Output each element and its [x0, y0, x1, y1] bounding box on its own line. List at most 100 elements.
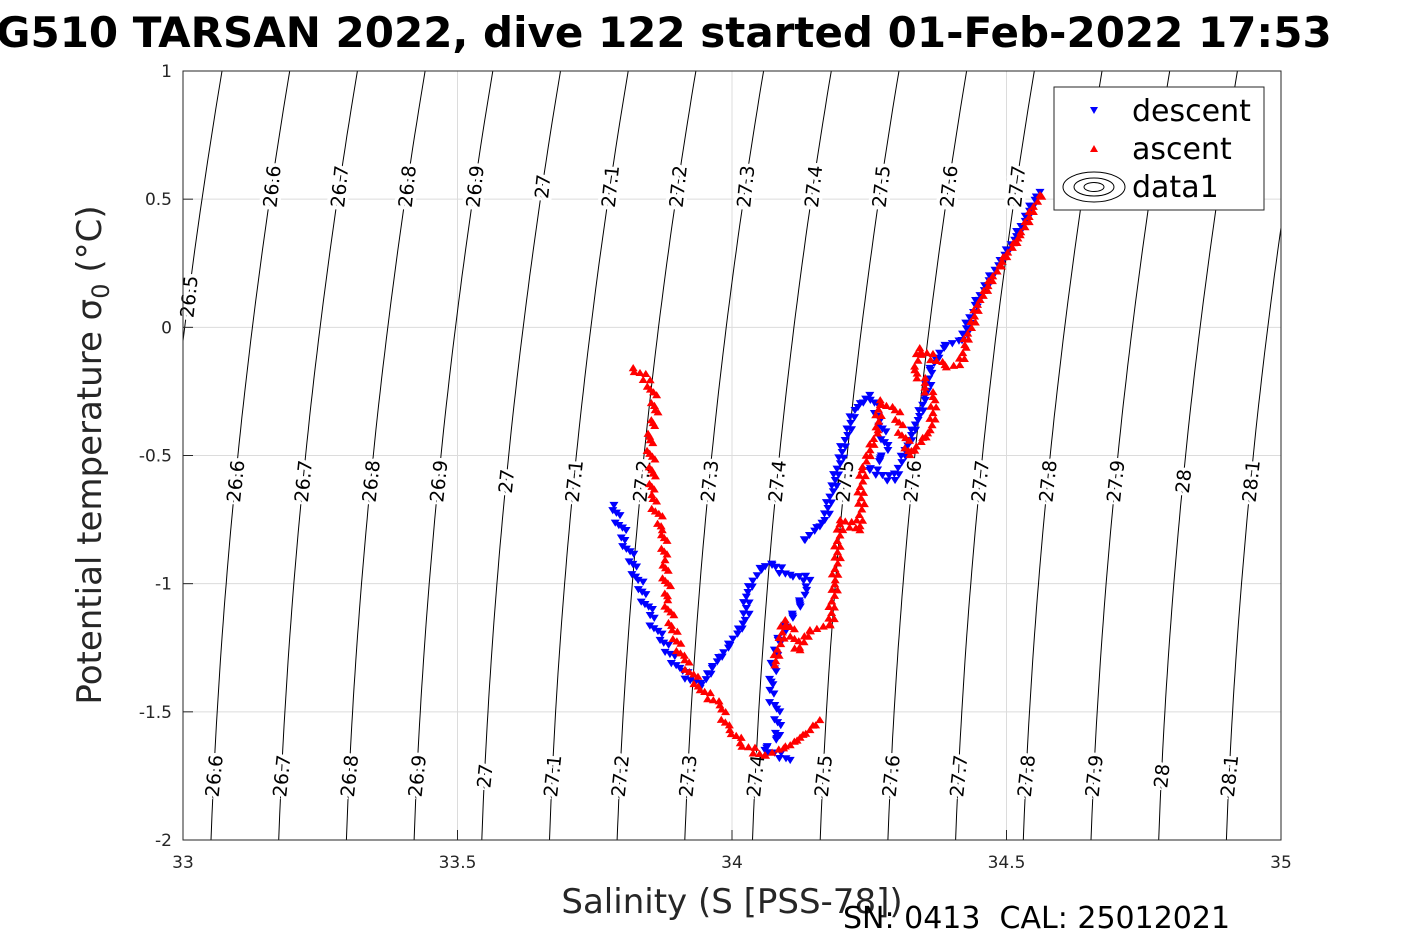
data-points [608, 188, 1047, 765]
descent-marker [827, 482, 837, 490]
descent-marker [882, 477, 892, 485]
descent-marker [702, 670, 712, 678]
descent-marker [961, 325, 971, 333]
isopycnal-label: 27.1 [540, 754, 566, 798]
ascent-marker [855, 482, 865, 490]
ascent-marker [714, 697, 724, 705]
isopycnal-line [684, 71, 765, 840]
ascent-marker [906, 446, 916, 455]
ascent-marker [649, 401, 659, 409]
descent-marker [647, 605, 657, 614]
descent-marker [788, 614, 798, 622]
descent-marker [914, 407, 924, 415]
ascent-marker [705, 688, 715, 697]
ascent-marker [805, 627, 815, 635]
descent-marker [897, 459, 907, 467]
ascent-marker [693, 672, 703, 680]
descent-marker [776, 722, 786, 730]
descent-marker [843, 431, 853, 440]
descent-marker [1001, 246, 1011, 254]
ascent-marker [830, 576, 840, 584]
ascent-marker [666, 581, 676, 590]
descent-marker [889, 470, 899, 478]
ascent-marker [770, 661, 780, 669]
ascent-marker [731, 731, 741, 739]
ascent-marker [960, 340, 970, 349]
isopycnal-label: 27.2 [666, 164, 692, 208]
ascent-marker [928, 392, 938, 400]
descent-marker [907, 431, 917, 440]
ascent-marker [920, 378, 930, 386]
ascent-marker [689, 679, 699, 688]
x-tick-label: 34.5 [988, 853, 1026, 873]
ascent-marker [650, 421, 660, 429]
ascent-marker [920, 383, 930, 391]
descent-marker [821, 499, 831, 507]
ascent-marker [979, 286, 989, 295]
ascent-marker [1003, 248, 1013, 256]
isopycnal-label: 27.9 [1082, 754, 1108, 798]
descent-marker [1012, 228, 1022, 236]
isopycnal-label: 27.6 [900, 459, 926, 503]
y-axis-label: Potential temperature σ0 (°C) [70, 205, 115, 704]
ascent-marker [861, 451, 871, 459]
ascent-marker [663, 566, 673, 574]
axis-ticks: 33 33.5 34 34.5 35 1 0.5 0 -0.5 -1 -1.5 -2 [139, 62, 1292, 873]
ascent-marker [970, 312, 980, 320]
ascent-marker [998, 253, 1008, 261]
descent-marker [728, 635, 738, 643]
ascent-marker [645, 432, 655, 440]
isopycnal-label: 26.9 [462, 164, 488, 208]
ascent-marker [679, 651, 689, 659]
ascent-marker [835, 520, 845, 528]
descent-marker [873, 466, 883, 474]
ascent-marker [720, 718, 730, 726]
descent-marker [741, 593, 751, 601]
isopycnal-label: 27.1 [562, 459, 588, 503]
ascent-marker [777, 628, 787, 636]
ascent-marker [913, 356, 923, 364]
isopycnal-label: 27.9 [1103, 459, 1129, 503]
descent-marker [881, 428, 891, 436]
y-axis-label-main: Potential temperature [70, 320, 110, 704]
ascent-marker [967, 323, 977, 332]
descent-marker [832, 465, 842, 473]
descent-marker [733, 630, 743, 638]
descent-marker [701, 676, 711, 684]
descent-marker [739, 599, 749, 607]
ascent-marker [798, 730, 808, 738]
ascent-marker [755, 749, 765, 758]
isopycnal-label: 26.8 [395, 164, 421, 208]
descent-marker [665, 650, 675, 659]
legend-data1-label: data1 [1132, 170, 1219, 205]
descent-marker [893, 464, 903, 473]
descent-marker [865, 391, 875, 400]
descent-marker [615, 512, 625, 520]
descent-marker [828, 488, 838, 496]
ascent-marker [774, 633, 784, 642]
ascent-marker [680, 665, 690, 673]
ascent-marker [890, 406, 900, 414]
ascent-marker [700, 687, 710, 695]
isopycnal-line [183, 71, 223, 346]
ascent-marker [827, 597, 837, 605]
ascent-marker [657, 512, 667, 520]
ascent-marker [916, 347, 926, 356]
descent-marker [890, 476, 900, 485]
ascent-marker [983, 277, 993, 285]
descent-marker [925, 364, 935, 373]
ascent-marker [969, 306, 979, 314]
ascent-marker [949, 361, 959, 369]
ascent-marker [656, 522, 666, 530]
y-tick-label: 0 [161, 318, 172, 338]
isopycnal-label: 27.3 [697, 459, 723, 503]
isopycnal-label: 28.1 [1239, 459, 1265, 503]
legend-descent-label: descent [1132, 94, 1251, 129]
descent-marker [768, 681, 778, 689]
ascent-marker [672, 627, 682, 635]
ascent-marker [650, 472, 660, 480]
ascent-marker [629, 367, 639, 376]
descent-marker [760, 563, 770, 571]
ascent-marker [805, 725, 815, 734]
isopycnal-label: 27.5 [811, 754, 837, 798]
